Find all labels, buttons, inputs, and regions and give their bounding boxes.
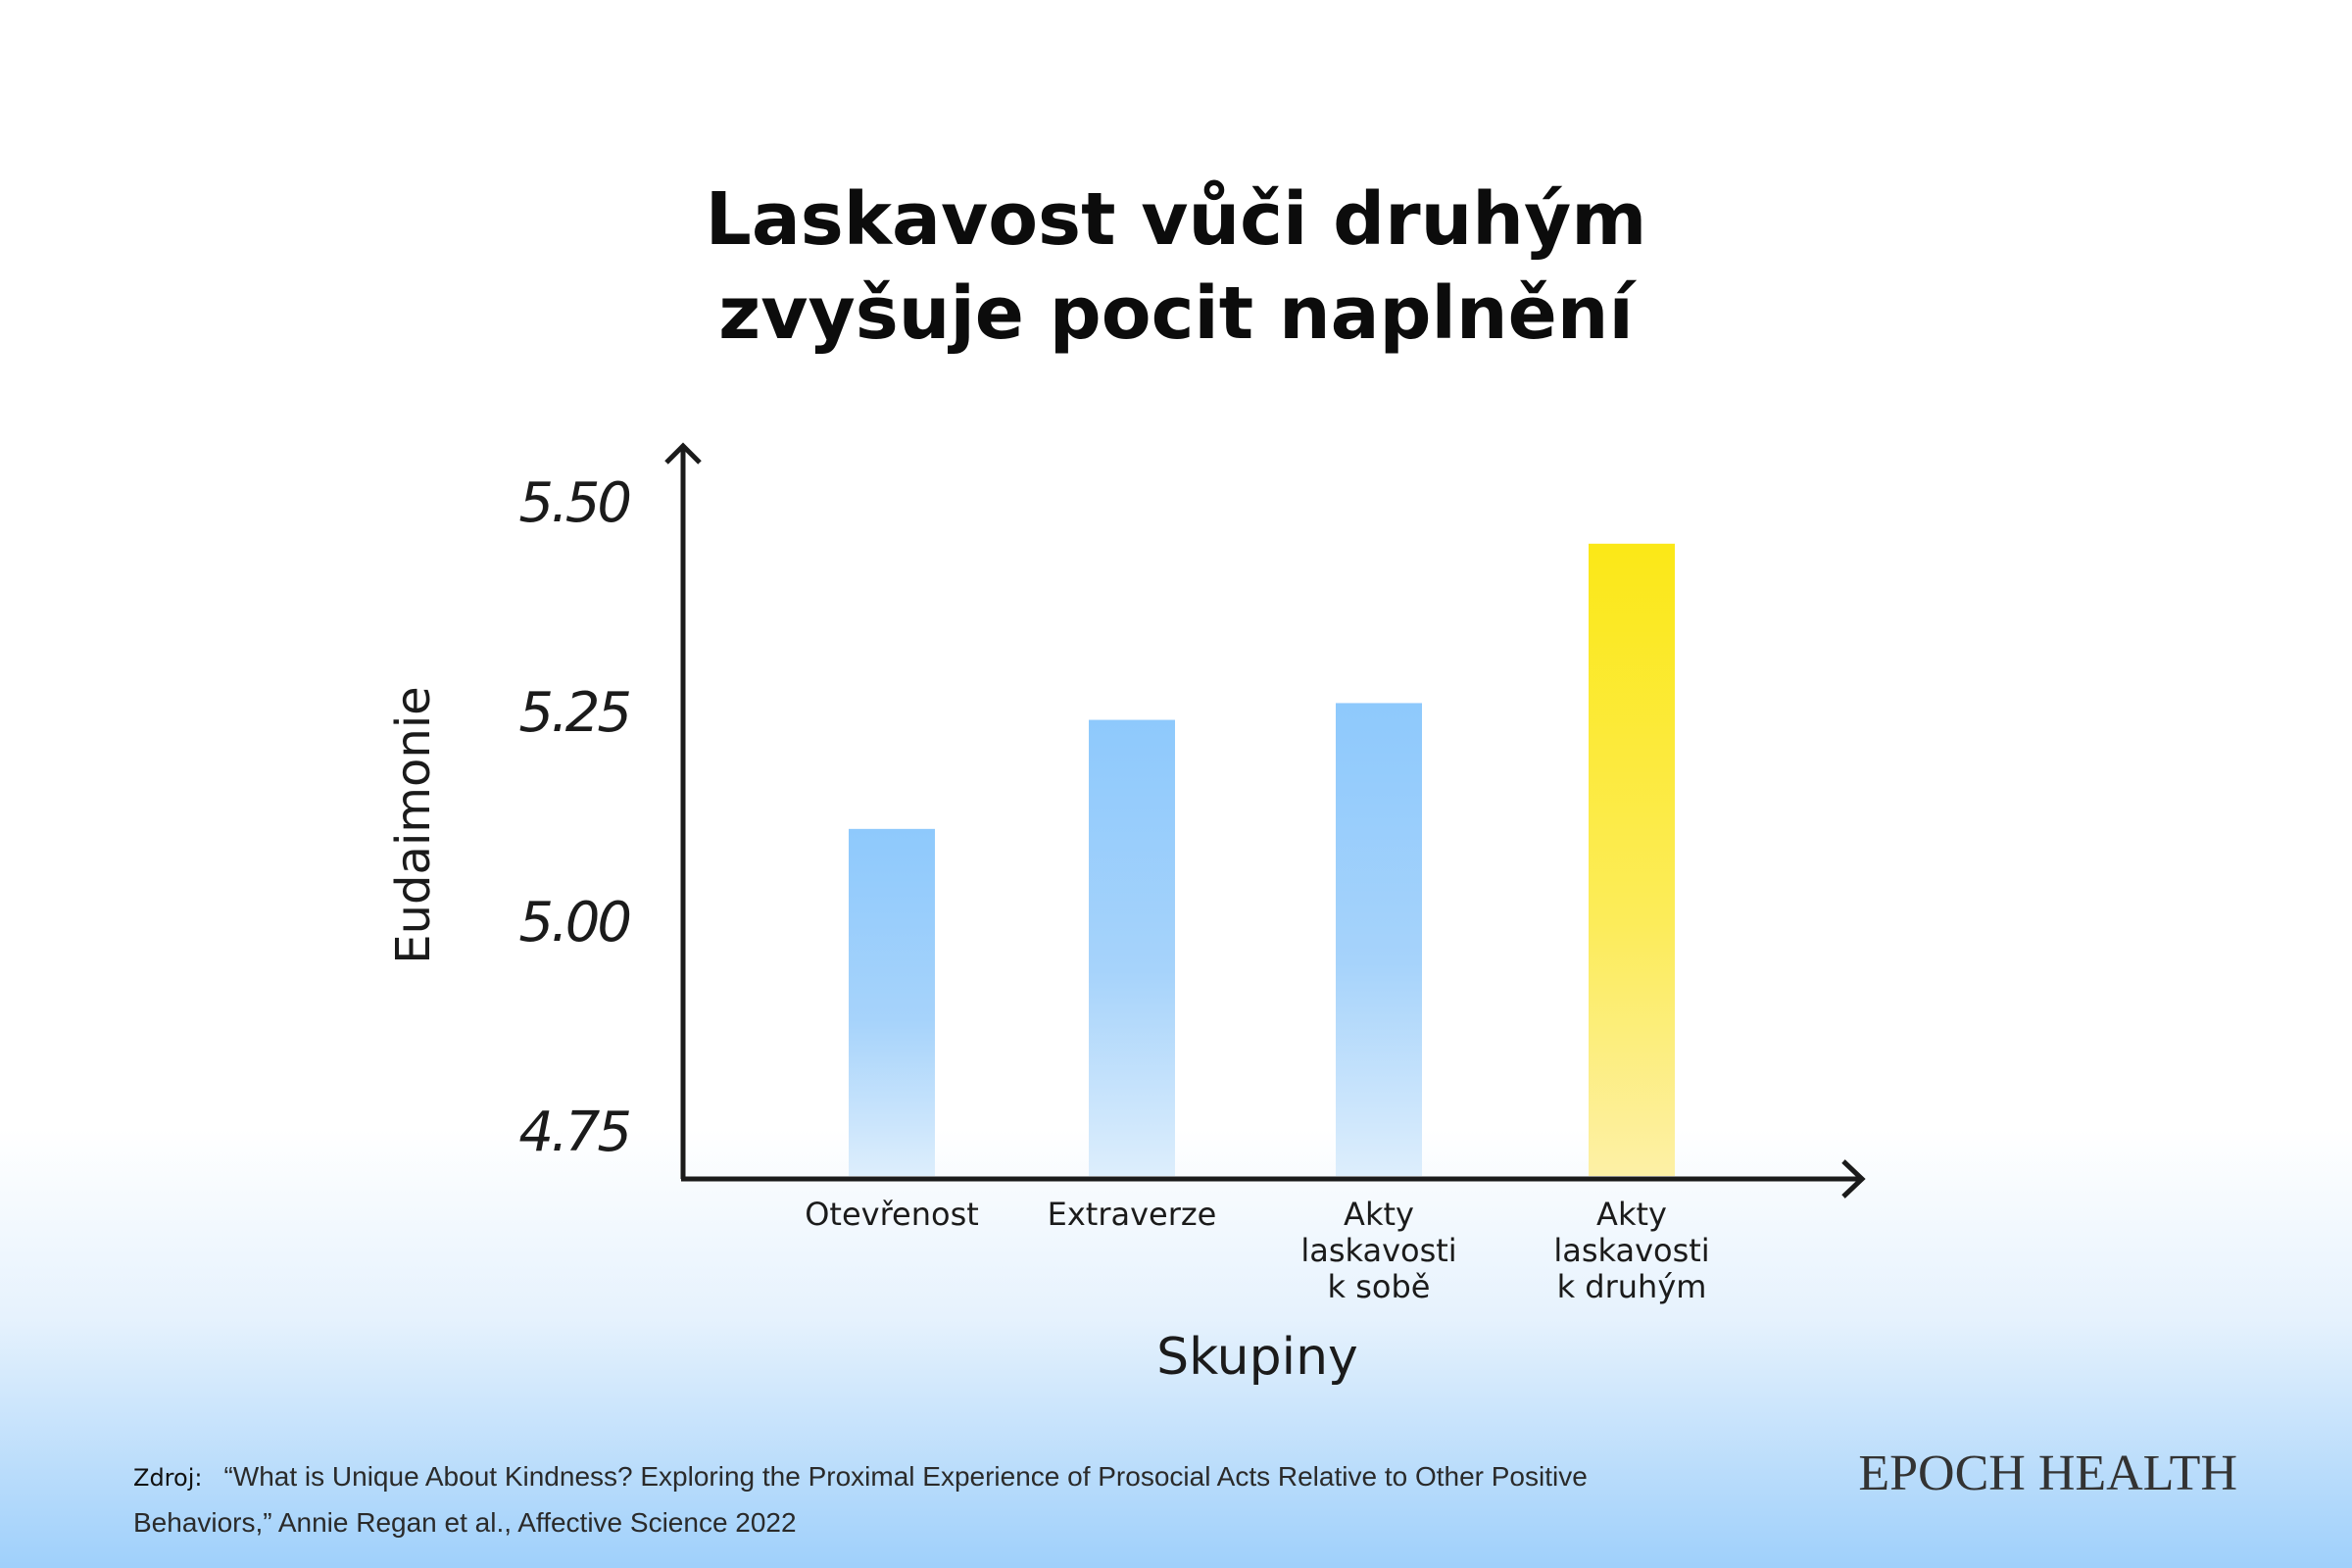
y-axis-arrow [664,442,702,465]
axes-group [664,442,1866,1199]
x-tick-label: k sobě [1328,1268,1431,1305]
chart-title: Laskavost vůči druhým zvyšuje pocit napl… [0,172,2352,361]
x-tick-label: Akty [1344,1196,1414,1233]
bar-2 [1336,703,1422,1176]
chart-title-line-2: zvyšuje pocit naplnění [718,271,1634,356]
y-axis-label: Eudaimonie [386,686,441,963]
y-tick-label: 5.25 [518,681,629,745]
chart-title-line-1: Laskavost vůči druhým [705,177,1647,262]
x-axis-arrow [1841,1159,1866,1199]
bar-1 [1089,719,1175,1176]
x-tick-label: k druhým [1557,1268,1707,1305]
source-note: Zdroj: “What is Unique About Kindness? Ex… [133,1454,1682,1545]
brand-logo: EPOCH HEALTH [1858,1446,2237,1501]
bar-0 [849,828,935,1176]
x-tick-label: laskavosti [1553,1232,1709,1269]
y-tick-label: 4.75 [518,1101,629,1164]
x-axis-label: Skupiny [1156,1328,1358,1387]
bar-3 [1589,543,1675,1176]
x-tick-label: Extraverze [1048,1196,1217,1233]
y-tick-label: 5.50 [518,471,629,535]
bars-group [849,543,1675,1176]
source-text: “What is Unique About Kindness? Explorin… [133,1461,1588,1538]
x-tick-label: Otevřenost [805,1196,979,1233]
y-tick-label: 5.00 [518,891,629,955]
x-tick-label: laskavosti [1300,1232,1456,1269]
source-label: Zdroj: [133,1464,203,1492]
y-tick-labels: 5.50 5.25 5.00 4.75 [518,471,632,1164]
x-tick-label: Akty [1596,1196,1667,1233]
